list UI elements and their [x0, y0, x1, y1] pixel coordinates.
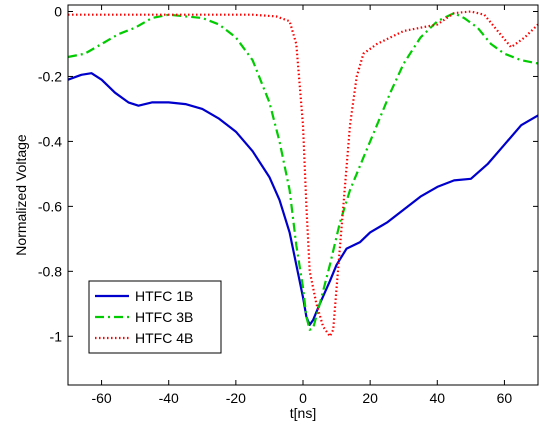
y-tick-label: -0.4	[38, 133, 62, 149]
legend: HTFC 1B HTFC 3B HTFC 4B	[88, 280, 222, 354]
y-tick-label: -0.6	[38, 198, 62, 214]
y-axis-label: Normalized Voltage	[13, 134, 29, 256]
y-tick-label: -1	[50, 328, 63, 344]
series-layer	[67, 10, 539, 338]
y-tick-label: 0	[54, 3, 62, 19]
y-tick-label: -0.8	[38, 263, 62, 279]
legend-box	[88, 280, 222, 354]
x-tick-label: 20	[362, 390, 378, 406]
x-tick-label: 40	[429, 390, 445, 406]
x-axis-label: t[ns]	[290, 405, 316, 421]
legend-label-2: HTFC 3B	[135, 309, 193, 325]
x-tick-label: -60	[91, 390, 111, 406]
legend-label-1: HTFC 1B	[135, 288, 193, 304]
x-tick-label: 0	[299, 390, 307, 406]
x-tick-label: -20	[226, 390, 246, 406]
y-tick-label: -0.2	[38, 68, 62, 84]
ticks-layer: -60 -40 -20 0 20 40 60 0 -0.2 -0.4 -0.6 -0.8 -1	[38, 3, 538, 406]
legend-label-3: HTFC 4B	[135, 330, 193, 346]
series-line-1	[67, 72, 539, 326]
x-tick-label: 60	[497, 390, 513, 406]
series-line-2	[67, 12, 539, 331]
x-tick-label: -40	[159, 390, 179, 406]
